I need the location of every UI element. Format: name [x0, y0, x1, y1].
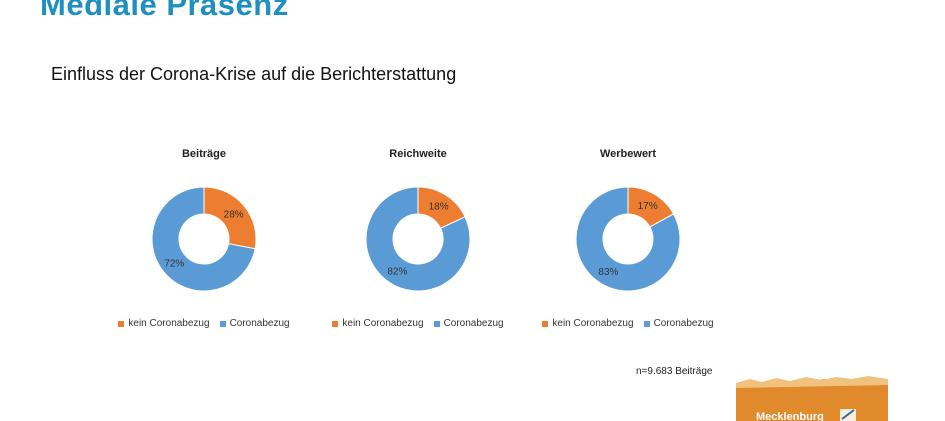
chart-title: Werbewert — [599, 148, 657, 160]
data-label: 82% — [387, 267, 407, 278]
donut-svg: 18% 82% — [365, 186, 471, 292]
donut-slice-coronabezug — [575, 186, 681, 292]
legend-item-coronabezug: Coronabezug — [433, 318, 504, 329]
donut-slice-kein-coronabezug — [203, 186, 257, 250]
donut-chart-werbewert: Werbewert 17% 83% kein Coronabezug Corona… — [528, 148, 728, 338]
legend-item-kein-coronabezug: kein Coronabezug — [118, 318, 210, 329]
mecklenburg-logo: Mecklenburg — [736, 375, 888, 421]
legend-label: kein Coronabezug — [342, 318, 424, 329]
chart-title: Reichweite — [389, 148, 447, 160]
chart-title: Beiträge — [181, 148, 227, 160]
legend-label: kein Coronabezug — [552, 318, 634, 329]
donut-svg: 28% 72% — [151, 186, 257, 292]
data-label: 17% — [638, 201, 658, 212]
sample-size-note: n=9.683 Beiträge — [636, 366, 713, 377]
page-title: Mediale Präsenz — [40, 0, 289, 22]
legend: kein Coronabezug Coronabezug — [318, 318, 518, 329]
legend-item-coronabezug: Coronabezug — [643, 318, 714, 329]
logo-text: Mecklenburg — [756, 411, 824, 421]
legend: kein Coronabezug Coronabezug — [104, 318, 304, 329]
legend-swatch-orange — [332, 320, 339, 327]
legend-item-coronabezug: Coronabezug — [219, 318, 290, 329]
donut-slice-coronabezug — [151, 186, 256, 292]
donut-svg: 17% 83% — [575, 186, 681, 292]
legend-swatch-blue — [643, 320, 650, 327]
legend-swatch-orange — [118, 320, 125, 327]
legend-swatch-blue — [219, 320, 226, 327]
logo-shape — [736, 376, 888, 421]
donut-chart-beitraege: Beiträge 28% 72% kein Coronabezug Coronab… — [104, 148, 304, 338]
chart-subtitle: Einfluss der Corona-Krise auf die Berich… — [51, 64, 457, 84]
legend: kein Coronabezug Coronabezug — [528, 318, 728, 329]
data-label: 18% — [429, 201, 449, 212]
legend-swatch-blue — [433, 320, 440, 327]
legend-swatch-orange — [542, 320, 549, 327]
data-label: 83% — [598, 267, 618, 278]
legend-label: Coronabezug — [443, 318, 504, 329]
legend-label: Coronabezug — [229, 318, 290, 329]
legend-item-kein-coronabezug: kein Coronabezug — [332, 318, 424, 329]
donut-slice-coronabezug — [365, 186, 471, 292]
legend-label: Coronabezug — [653, 318, 714, 329]
data-label: 72% — [164, 259, 184, 270]
legend-label: kein Coronabezug — [128, 318, 210, 329]
donut-chart-reichweite: Reichweite 18% 82% kein Coronabezug Coron… — [318, 148, 518, 338]
data-label: 28% — [224, 209, 244, 220]
legend-item-kein-coronabezug: kein Coronabezug — [542, 318, 634, 329]
